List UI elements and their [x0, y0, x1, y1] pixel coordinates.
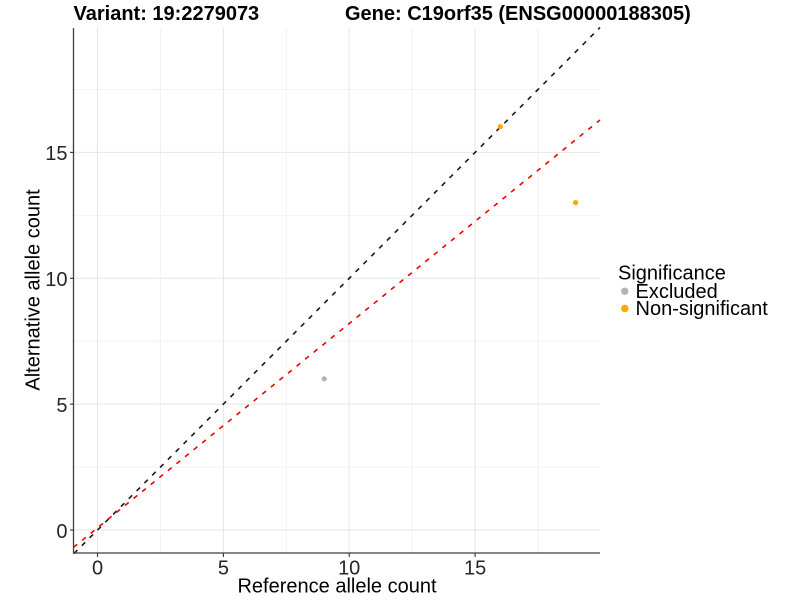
svg-text:15: 15: [464, 557, 486, 579]
svg-text:0: 0: [56, 521, 67, 543]
svg-text:Gene: C19orf35 (ENSG0000018830: Gene: C19orf35 (ENSG00000188305): [345, 3, 691, 25]
svg-text:5: 5: [56, 395, 67, 417]
svg-text:Alternative allele count: Alternative allele count: [23, 189, 45, 391]
svg-text:15: 15: [45, 143, 67, 165]
svg-text:10: 10: [338, 557, 360, 579]
svg-text:Variant: 19:2279073: Variant: 19:2279073: [74, 3, 260, 25]
svg-text:Non-significant: Non-significant: [636, 298, 769, 320]
svg-text:Reference allele count: Reference allele count: [237, 576, 436, 598]
svg-text:10: 10: [45, 269, 67, 291]
svg-text:Excluded: Excluded: [636, 281, 718, 303]
svg-text:5: 5: [218, 557, 229, 579]
svg-text:0: 0: [92, 557, 103, 579]
svg-text:Significance: Significance: [618, 263, 726, 285]
